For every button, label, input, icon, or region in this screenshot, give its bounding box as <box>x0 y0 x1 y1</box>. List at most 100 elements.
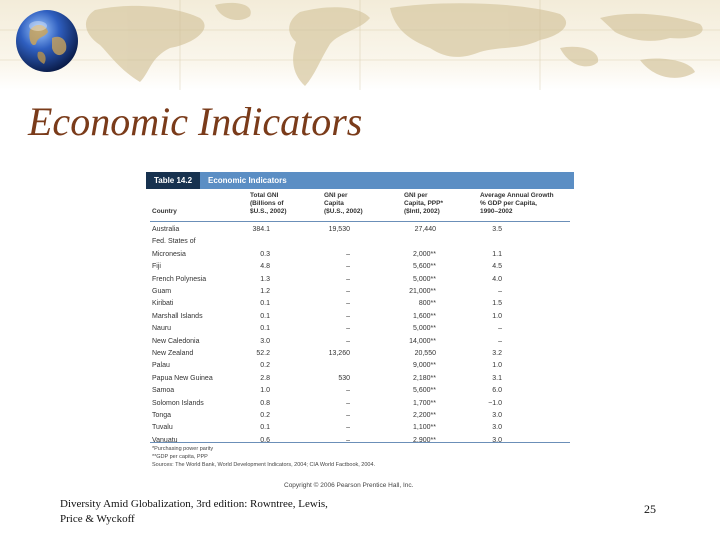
cell-gni-ppp: 2,000** <box>413 250 436 258</box>
cell-gni-per-capita: – <box>346 337 350 345</box>
cell-total-gni: 0.8 <box>260 399 270 407</box>
table-row: Tonga 0.2 – 2,200** 3.0 <box>146 410 574 422</box>
economic-indicators-table: Table 14.2 Economic Indicators Country T… <box>146 172 574 494</box>
cell-gni-per-capita: – <box>346 275 350 283</box>
cell-growth: 1.5 <box>492 300 502 308</box>
cell-gni-per-capita: – <box>346 250 350 258</box>
header-divider <box>150 221 570 222</box>
cell-gni-per-capita: – <box>346 312 350 320</box>
cell-country: Solomon Islands <box>152 399 204 407</box>
cell-growth: – <box>498 288 502 295</box>
cell-country: Tuvalu <box>152 424 173 432</box>
cell-gni-per-capita: – <box>346 436 350 444</box>
cell-growth: 3.5 <box>492 226 502 233</box>
table-row: Fed. States of <box>146 236 574 248</box>
cell-gni-ppp: 2,180** <box>413 374 436 382</box>
cell-growth: 4.0 <box>492 275 502 283</box>
footnote-ppp: *Purchasing power parity <box>152 446 214 452</box>
cell-country: Australia <box>152 226 180 233</box>
table-header-bar: Table 14.2 Economic Indicators <box>146 172 574 189</box>
cell-gni-ppp: 800** <box>418 300 436 308</box>
column-header-gni-ppp: GNI per Capita, PPP* ($Intl, 2002) <box>404 192 444 215</box>
cell-country: French Polynesia <box>152 275 207 283</box>
cell-total-gni: 1.3 <box>260 275 270 283</box>
table-row: Tuvalu 0.1 – 1,100** 3.0 <box>146 422 574 434</box>
cell-gni-ppp: 20,550 <box>414 350 436 357</box>
cell-gni-ppp: 14,000** <box>409 337 436 345</box>
cell-country: Fiji <box>152 263 161 271</box>
cell-total-gni: 3.0 <box>260 337 270 345</box>
cell-country: Nauru <box>152 325 172 333</box>
cell-gni-ppp: 5,600** <box>413 387 436 395</box>
table-row: Palau 0.2 9,000** 1.0 <box>146 360 574 372</box>
cell-country: Marshall Islands <box>152 312 203 320</box>
cell-gni-per-capita: – <box>346 300 350 308</box>
column-header-total-gni: Total GNI (Billions of $U.S., 2002) <box>250 192 287 215</box>
cell-total-gni: 0.1 <box>260 312 270 320</box>
cell-growth: – <box>498 325 502 333</box>
cell-gni-ppp: 1,600** <box>413 312 436 320</box>
cell-total-gni: 2.8 <box>260 374 270 382</box>
cell-total-gni: 0.3 <box>260 250 270 258</box>
cell-gni-per-capita: – <box>346 263 350 271</box>
cell-growth: 1.0 <box>492 362 502 370</box>
table-row: Papua New Guinea 2.8 530 2,180** 3.1 <box>146 373 574 385</box>
cell-gni-per-capita: 19,530 <box>328 226 350 233</box>
world-map-icon <box>0 0 720 90</box>
cell-gni-per-capita: – <box>346 399 350 407</box>
column-header-gni-per-capita: GNI per Capita ($U.S., 2002) <box>324 192 363 215</box>
globe-icon <box>16 10 78 72</box>
cell-country: Samoa <box>152 387 175 395</box>
table-row: Australia 384.1 19,530 27,440 3.5 <box>146 224 574 236</box>
cell-country: Papua New Guinea <box>152 374 213 382</box>
cell-total-gni: 52.2 <box>256 350 270 357</box>
cell-growth: −1.0 <box>488 399 502 407</box>
cell-gni-ppp: 5,000** <box>413 275 436 283</box>
cell-growth: 1.1 <box>492 250 502 258</box>
cell-gni-per-capita: – <box>346 412 350 419</box>
table-row: Micronesia 0.3 – 2,000** 1.1 <box>146 249 574 261</box>
cell-gni-ppp: 5,600** <box>413 263 436 271</box>
cell-total-gni: 0.1 <box>260 424 270 432</box>
table-row: French Polynesia 1.3 – 5,000** 4.0 <box>146 274 574 286</box>
cell-country: Guam <box>152 288 172 295</box>
cell-total-gni: 1.2 <box>260 288 270 295</box>
cell-total-gni: 0.6 <box>260 436 270 444</box>
cell-total-gni: 0.2 <box>260 412 270 419</box>
cell-gni-per-capita: 13,260 <box>328 350 350 357</box>
cell-gni-per-capita: 530 <box>338 374 350 382</box>
cell-growth: 4.5 <box>492 263 502 271</box>
table-row: Kiribati 0.1 – 800** 1.5 <box>146 298 574 310</box>
cell-gni-per-capita: – <box>346 424 350 432</box>
cell-country: Vanuatu <box>152 436 178 444</box>
cell-gni-ppp: 2,900** <box>413 436 436 444</box>
cell-gni-ppp: 1,700** <box>413 399 436 407</box>
cell-total-gni: 0.1 <box>260 325 270 333</box>
cell-country: Micronesia <box>152 250 186 258</box>
cell-gni-per-capita: – <box>346 325 350 333</box>
cell-growth: 3.2 <box>492 350 502 357</box>
cell-total-gni: 0.2 <box>260 362 270 370</box>
column-header-country: Country <box>152 208 177 215</box>
cell-gni-ppp: 9,000** <box>413 362 436 370</box>
footnote-gdp: **GDP per capita, PPP <box>152 454 208 460</box>
cell-growth: 6.0 <box>492 387 502 395</box>
table-row: Guam 1.2 – 21,000** – <box>146 286 574 298</box>
footer-divider <box>150 442 570 443</box>
table-row: Vanuatu 0.6 – 2,900** 3.0 <box>146 435 574 447</box>
table-row: Samoa 1.0 – 5,600** 6.0 <box>146 385 574 397</box>
cell-country: Fed. States of <box>152 238 196 246</box>
table-row: Fiji 4.8 – 5,600** 4.5 <box>146 261 574 273</box>
cell-gni-ppp: 1,100** <box>413 424 436 432</box>
cell-gni-ppp: 2,200** <box>413 412 436 419</box>
cell-growth: – <box>498 337 502 345</box>
cell-gni-per-capita: – <box>346 288 350 295</box>
cell-growth: 1.0 <box>492 312 502 320</box>
cell-growth: 3.0 <box>492 436 502 444</box>
cell-country: Palau <box>152 362 170 370</box>
cell-total-gni: 0.1 <box>260 300 270 308</box>
column-header-growth: Average Annual Growth % GDP per Capita, … <box>480 192 554 215</box>
cell-country: New Zealand <box>152 350 194 357</box>
cell-total-gni: 1.0 <box>260 387 270 395</box>
table-row: New Zealand 52.2 13,260 20,550 3.2 <box>146 348 574 360</box>
